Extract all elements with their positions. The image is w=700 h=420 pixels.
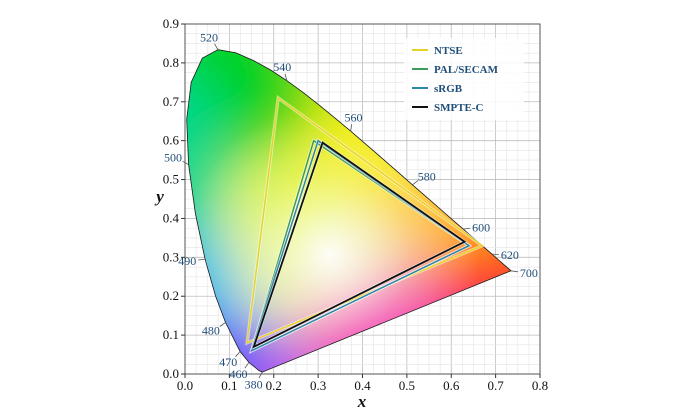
wavelength-tick [412, 180, 419, 186]
wavelength-tick [214, 43, 219, 50]
wavelength-tick [284, 73, 288, 81]
x-tick-label: 0.7 [488, 378, 505, 393]
wavelength-tick [258, 371, 263, 379]
legend-label: SMPTE-C [434, 102, 484, 114]
gamut-triangles [245, 95, 486, 354]
legend: NTSE PAL/SECAM sRGB SMPTE-C [404, 38, 524, 120]
y-tick-label: 0.0 [163, 366, 179, 381]
x-tick-label: 0.5 [399, 378, 415, 393]
wavelength-label: 520 [200, 31, 218, 45]
wavelength-label: 600 [472, 220, 490, 234]
wavelength-tick [182, 160, 189, 165]
x-tick-label: 0.8 [532, 378, 548, 393]
wavelength-label: 490 [178, 254, 196, 268]
wavelength-label: 460 [230, 367, 248, 381]
legend-label: PAL/SECAM [434, 64, 499, 76]
x-tick-label: 0.2 [266, 378, 282, 393]
y-axis-label: y [154, 187, 164, 206]
wavelength-tick [244, 362, 250, 369]
x-tick-label: 0.6 [443, 378, 460, 393]
x-tick-label: 0.0 [177, 378, 193, 393]
wavelength-label: 620 [501, 248, 519, 262]
wavelength-tick [235, 351, 241, 358]
wavelength-tick [198, 258, 206, 261]
wavelength-label: 380 [245, 377, 263, 391]
y-tick-label: 0.4 [163, 210, 180, 225]
wavelength-tick [463, 227, 471, 230]
wavelength-tick [219, 322, 226, 327]
x-axis-ticks: 0.0 0.1 0.2 0.3 0.4 0.5 0.6 0.7 0.8 [177, 374, 548, 393]
wavelength-label: 480 [202, 324, 220, 338]
x-tick-label: 0.3 [310, 378, 326, 393]
wavelength-label: 540 [273, 60, 291, 74]
y-tick-label: 0.8 [163, 55, 179, 70]
x-tick-label: 0.4 [354, 378, 371, 393]
wavelength-tick [510, 270, 519, 273]
wavelength-label: 560 [345, 110, 363, 124]
y-tick-label: 0.2 [163, 288, 179, 303]
y-tick-label: 0.1 [163, 327, 179, 342]
wavelength-tick [350, 124, 353, 132]
y-tick-label: 0.7 [163, 94, 180, 109]
y-tick-label: 0.3 [163, 249, 179, 264]
y-tick-label: 0.9 [163, 16, 179, 31]
spectral-locus-outline [186, 49, 512, 373]
wavelength-label: 500 [164, 151, 182, 165]
wavelength-label: 580 [418, 169, 436, 183]
wavelength-label: 470 [219, 355, 237, 369]
y-tick-label: 0.5 [163, 172, 179, 187]
legend-label: sRGB [434, 83, 463, 95]
gamut-triangle-smpte-c [252, 141, 467, 349]
y-axis-ticks: 0.0 0.1 0.2 0.3 0.4 0.5 0.6 0.7 0.8 0.9 [163, 16, 185, 381]
x-axis-label: x [357, 392, 367, 411]
wavelength-label: 700 [520, 266, 538, 280]
legend-label: NTSE [434, 45, 463, 57]
y-tick-label: 0.6 [163, 133, 180, 148]
x-tick-label: 0.1 [221, 378, 237, 393]
